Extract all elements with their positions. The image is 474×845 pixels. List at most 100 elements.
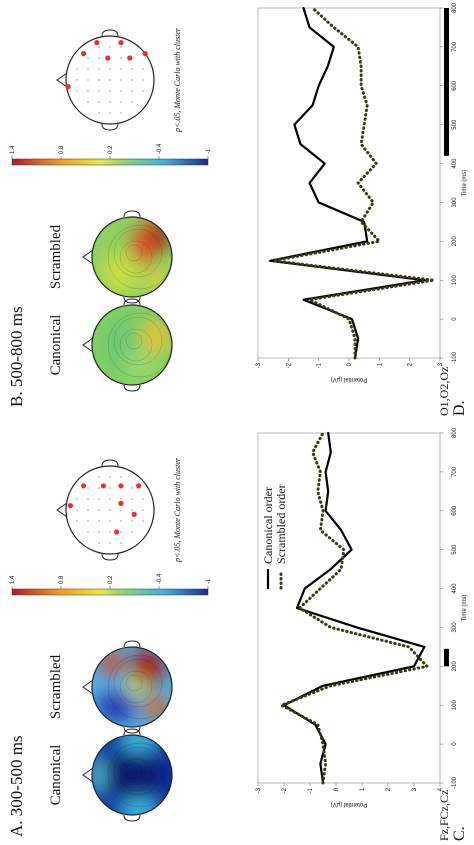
sig-electrode [81, 50, 87, 57]
x-tick-label: 600 [452, 80, 458, 91]
nose [82, 337, 94, 353]
electrode [109, 487, 111, 489]
electrode [98, 112, 100, 114]
colorbar-label: 0.2 [108, 575, 114, 584]
electrode [76, 498, 78, 500]
colorbar-label: -0.4 [157, 143, 163, 154]
electrode [120, 476, 122, 478]
colorbar-label: 1.4 [10, 145, 16, 154]
topomap-blob [128, 677, 144, 697]
head-outline [65, 465, 155, 555]
electrode [131, 520, 133, 522]
contour [113, 316, 163, 366]
ear [123, 384, 141, 392]
condition-label: Scrambled [48, 224, 64, 289]
condition-label: Canonical [48, 745, 64, 806]
y-tick-label: 1 [377, 362, 383, 366]
electrode [142, 520, 144, 522]
contour [107, 224, 172, 290]
electrode [142, 509, 144, 511]
topomap-fill [92, 735, 172, 815]
panel-label: D. [451, 400, 468, 416]
electrode [87, 57, 89, 59]
electrode [131, 498, 133, 500]
nose [56, 72, 68, 88]
plot-frame [257, 7, 441, 359]
electrode [109, 46, 111, 48]
electrode [131, 487, 133, 489]
sig-electrode [81, 483, 87, 489]
y-tick-label: -3 [256, 362, 262, 368]
sig-electrode [114, 529, 120, 535]
x-tick-label: 400 [452, 158, 458, 169]
series-line [279, 431, 429, 785]
electrode [109, 509, 111, 511]
electrode [109, 498, 111, 500]
electrode [109, 101, 111, 103]
topomap [82, 728, 173, 822]
sig-electrode [100, 483, 107, 489]
x-tick-label: 400 [452, 583, 458, 594]
electrode [131, 68, 133, 70]
electrode [120, 101, 122, 103]
topomap-blob [100, 751, 164, 799]
topomap-blob [96, 691, 136, 723]
topomap-blob [142, 321, 170, 353]
electrode [98, 487, 100, 489]
sig-electrode [105, 55, 111, 61]
panel-label: B. 500-800 ms [7, 306, 26, 407]
sig-electrode [94, 39, 100, 46]
electrode [120, 68, 122, 70]
electrode [120, 112, 122, 114]
electrode [142, 68, 144, 70]
y-tick-label: -2 [282, 787, 288, 793]
x-tick-label: 600 [452, 505, 458, 516]
electrode [98, 542, 100, 544]
series-line [271, 6, 436, 360]
ear [123, 298, 141, 306]
electrode [76, 68, 78, 70]
sig-electrode [118, 483, 124, 489]
sig-electrode [136, 483, 142, 489]
stat-note: p<.05, Monte Carlo with cluster [173, 457, 182, 563]
topomap-blob [116, 799, 164, 815]
electrode [98, 68, 100, 70]
sig-electrode [142, 50, 148, 57]
sig-electrode [127, 55, 133, 61]
electrode [120, 79, 122, 81]
x-tick-label: 0 [452, 742, 458, 746]
electrode [76, 79, 78, 81]
electrode [131, 90, 133, 92]
colorbar [11, 158, 209, 166]
colorbar [11, 588, 209, 596]
contour [125, 674, 143, 692]
y-tick-label: 3 [438, 362, 444, 366]
x-tick-label: 500 [452, 544, 458, 555]
topomap [82, 210, 173, 304]
significance-bar [444, 648, 449, 667]
x-tick-label: 100 [452, 700, 458, 711]
colorbar-label: 1.4 [10, 575, 16, 584]
electrode [109, 68, 111, 70]
contour [125, 332, 143, 350]
ear [101, 553, 119, 561]
x-tick-label: -100 [452, 776, 458, 789]
electrode [120, 46, 122, 48]
legend-label: Canonical order [261, 487, 275, 564]
significance-bar [444, 8, 449, 156]
contour [119, 328, 153, 362]
electrode [98, 498, 100, 500]
x-axis-label: Time (ms) [462, 595, 468, 622]
electrode [87, 79, 89, 81]
contour [119, 240, 153, 274]
contour [107, 742, 172, 808]
electrode [109, 112, 111, 114]
electrode [98, 476, 100, 478]
y-tick-label: 0 [347, 362, 353, 366]
electrode [120, 498, 122, 500]
electrode [87, 509, 89, 511]
panel-label: A. 300-500 ms [7, 735, 26, 837]
sig-electrode [118, 500, 124, 506]
stat-note: p<.05, Monte Carlo with cluster [173, 27, 182, 133]
